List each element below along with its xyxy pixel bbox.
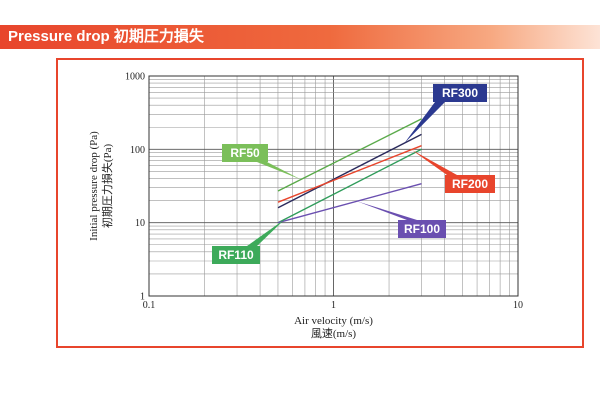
callout-label-rf110: RF110 [218, 248, 254, 262]
series-callouts: RF300 RF50 RF200 RF100 RF110 [212, 84, 495, 264]
x-axis-label: Air velocity (m/s) [294, 315, 373, 327]
callout-pointer-rf200 [411, 149, 457, 175]
series-line-rf300 [277, 133, 422, 209]
page-header: Pressure drop 初期圧力損失 [0, 25, 600, 49]
callout-box-rf300 [433, 84, 487, 102]
callout-box-rf200 [445, 175, 495, 193]
series-lines [277, 118, 422, 224]
y-axis-label: Initial pressure drop (Pa) [88, 131, 100, 241]
x-tick-label: 10 [513, 300, 523, 311]
x-tick-label: 1 [331, 300, 336, 311]
callout-label-rf200: RF200 [452, 177, 488, 191]
callout-pointer-rf100 [356, 201, 417, 220]
callout-label-rf50: RF50 [230, 146, 260, 160]
series-line-rf100 [277, 183, 422, 224]
callout-label-rf100: RF100 [404, 222, 440, 236]
callout-pointer-rf300 [404, 102, 445, 144]
callout-pointer-rf110 [247, 219, 286, 246]
series-line-rf200 [277, 145, 422, 203]
y-tick-label: 10 [135, 218, 145, 229]
y-axis-sublabel: 初期圧力損失(Pa) [100, 144, 114, 229]
y-tick-label: 1 [140, 292, 145, 303]
callout-label-rf300: RF300 [442, 86, 478, 100]
y-tick-label: 1000 [125, 72, 145, 83]
callout-pointer-rf50 [257, 162, 301, 180]
series-line-rf50 [277, 118, 422, 192]
callout-box-rf110 [212, 246, 260, 264]
plot-border [148, 75, 519, 297]
chart-frame [56, 58, 584, 348]
y-tick-label: 100 [130, 145, 145, 156]
callout-box-rf50 [222, 144, 268, 162]
page-title: Pressure drop 初期圧力損失 [8, 28, 204, 45]
series-line-rf110 [277, 148, 422, 224]
x-tick-label: 0.1 [143, 300, 156, 311]
x-axis-sublabel: 風速(m/s) [311, 327, 357, 340]
callout-box-rf100 [398, 220, 446, 238]
